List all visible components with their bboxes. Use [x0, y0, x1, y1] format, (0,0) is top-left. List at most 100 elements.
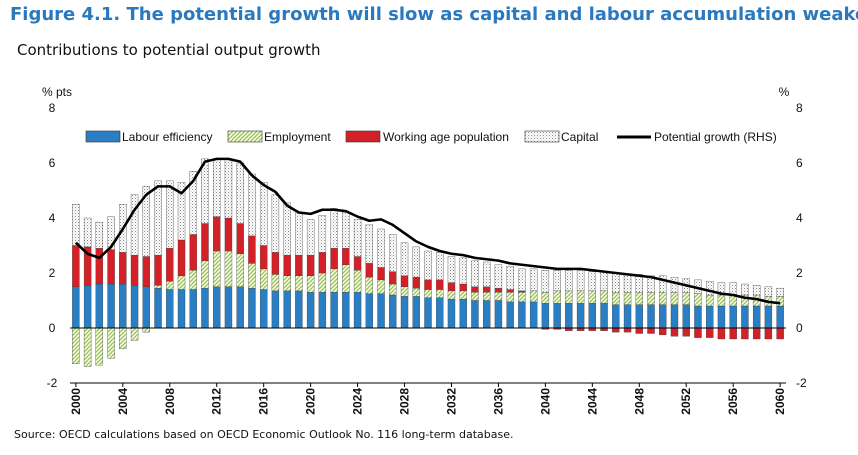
x-tick-label: 2056	[726, 388, 740, 415]
bar-employment-2054	[706, 294, 714, 307]
bar-labour-efficiency-2014	[236, 286, 244, 329]
x-tick-label: 2060	[773, 388, 787, 415]
bar-capital-2047	[623, 274, 632, 293]
legend: Labour efficiency Employment Working age…	[85, 130, 777, 144]
bar-capital-2012	[213, 158, 221, 217]
bar-working-age-population-2034	[471, 286, 479, 293]
y-tick-right: 4	[796, 211, 803, 225]
bar-working-age-population-2017	[271, 252, 280, 275]
x-tick-label: 2052	[679, 388, 693, 415]
bar-employment-2009	[177, 275, 186, 290]
bar-labour-efficiency-2041	[553, 303, 561, 329]
x-tick-label: 2032	[445, 388, 459, 415]
bar-labour-efficiency-2033	[459, 298, 467, 329]
bar-labour-efficiency-2057	[741, 305, 749, 329]
bar-capital-2017	[271, 194, 280, 253]
bar-working-age-population-2060	[776, 327, 784, 340]
bar-labour-efficiency-2012	[213, 286, 221, 329]
bar-working-age-population-2000	[72, 245, 80, 287]
bar-labour-efficiency-2027	[389, 294, 397, 329]
legend-label-working-age-population: Working age population	[383, 130, 509, 144]
bar-labour-efficiency-2060	[776, 305, 784, 329]
bar-capital-2051	[670, 276, 679, 293]
bar-employment-2021	[318, 272, 327, 293]
bar-capital-2019	[295, 212, 303, 256]
bar-working-age-population-2003	[107, 249, 115, 285]
bar-capital-2056	[729, 282, 737, 296]
source-note: Source: OECD calculations based on OECD …	[14, 428, 514, 441]
bar-working-age-population-2048	[635, 327, 643, 334]
bar-employment-2027	[389, 283, 397, 296]
bar-labour-efficiency-2025	[365, 293, 374, 329]
x-tick-label: 2036	[491, 388, 505, 415]
bar-working-age-population-2002	[95, 248, 104, 285]
bar-employment-2041	[553, 290, 561, 304]
bar-employment-2045	[600, 290, 608, 304]
bar-labour-efficiency-2049	[647, 304, 655, 329]
bar-working-age-population-2009	[177, 239, 186, 276]
bar-labour-efficiency-2038	[518, 301, 526, 329]
bar-working-age-population-2004	[119, 252, 127, 285]
bar-employment-2053	[694, 293, 702, 307]
bar-employment-2039	[529, 290, 538, 303]
bar-employment-2040	[541, 292, 550, 304]
bar-labour-efficiency-2040	[541, 303, 550, 329]
legend-swatch-capital	[524, 130, 560, 143]
bar-employment-2028	[400, 286, 409, 297]
bar-working-age-population-2032	[447, 282, 456, 292]
bar-working-age-population-2030	[424, 279, 432, 290]
bar-capital-2060	[776, 287, 784, 297]
bar-employment-2037	[506, 292, 514, 303]
y-tick-left: 6	[49, 156, 56, 170]
bar-working-age-population-2035	[482, 286, 491, 293]
bar-labour-efficiency-2053	[694, 305, 702, 329]
bar-employment-2036	[494, 292, 503, 301]
bar-employment-2001	[83, 327, 92, 367]
legend-label-potential-growth: Potential growth (RHS)	[654, 130, 777, 144]
bar-labour-efficiency-2045	[600, 303, 608, 329]
x-tick-label: 2024	[351, 388, 365, 415]
bar-working-age-population-2028	[400, 275, 409, 287]
bar-labour-efficiency-2052	[682, 304, 690, 329]
bar-capital-2031	[436, 252, 444, 281]
bar-capital-2002	[95, 221, 104, 249]
bar-working-age-population-2057	[741, 327, 749, 340]
bar-working-age-population-2046	[612, 327, 620, 333]
bar-working-age-population-2023	[342, 248, 350, 265]
bar-employment-2042	[565, 290, 573, 304]
bar-working-age-population-2049	[647, 327, 655, 334]
x-tick-label: 2020	[304, 388, 318, 415]
bar-employment-2007	[154, 285, 162, 289]
chart-title: Figure 4.1. The potential growth will sl…	[10, 4, 858, 25]
y-tick-left: -2	[47, 376, 58, 390]
bar-labour-efficiency-2047	[623, 304, 632, 329]
bar-working-age-population-2051	[670, 327, 679, 337]
x-tick-label: 2040	[538, 388, 552, 415]
bar-capital-2034	[471, 260, 479, 287]
bar-capital-2023	[342, 212, 350, 249]
bar-working-age-population-2056	[729, 327, 737, 340]
bar-employment-2032	[447, 290, 456, 300]
bar-capital-2000	[72, 204, 80, 246]
bar-labour-efficiency-2005	[130, 285, 139, 329]
bar-working-age-population-2007	[154, 254, 162, 286]
bar-employment-2024	[353, 270, 362, 293]
bar-capital-2027	[389, 234, 397, 272]
chart-subtitle: Contributions to potential output growth	[17, 41, 321, 59]
bar-employment-2019	[295, 275, 303, 292]
bar-working-age-population-2015	[248, 235, 256, 264]
bar-labour-efficiency-2059	[764, 305, 773, 329]
legend-label-labour-efficiency: Labour efficiency	[122, 130, 213, 144]
bar-working-age-population-2047	[623, 327, 632, 333]
bar-employment-2049	[647, 292, 655, 305]
bar-working-age-population-2025	[365, 263, 374, 278]
bar-working-age-population-2059	[764, 327, 773, 340]
bar-employment-2004	[119, 327, 127, 349]
bar-capital-2029	[412, 246, 420, 278]
bar-labour-efficiency-2004	[119, 283, 127, 329]
bar-labour-efficiency-2039	[529, 301, 538, 329]
bar-labour-efficiency-2020	[306, 292, 315, 329]
bar-capital-2014	[236, 162, 244, 224]
bar-capital-2054	[706, 281, 714, 296]
bar-employment-2050	[659, 292, 667, 305]
